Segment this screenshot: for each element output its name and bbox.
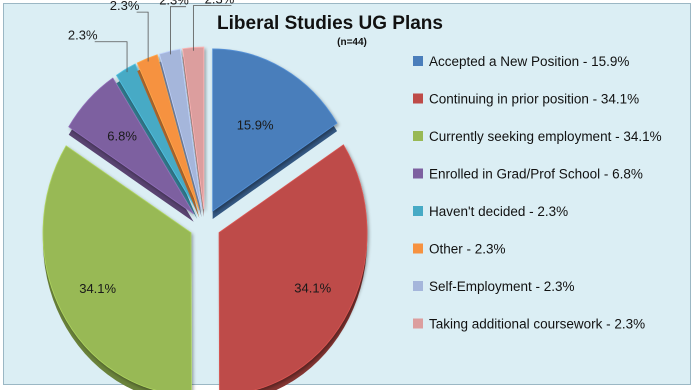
legend-swatch bbox=[413, 243, 423, 254]
legend-swatch bbox=[413, 206, 423, 216]
slice-label: 34.1% bbox=[294, 280, 331, 295]
chart-title: Liberal Studies UG Plans bbox=[217, 13, 443, 34]
legend-label: Continuing in prior position - 34.1% bbox=[429, 92, 639, 107]
pie-slice-depth bbox=[159, 57, 202, 218]
legend-label: Haven't decided - 2.3% bbox=[429, 204, 568, 219]
slice-leader-line bbox=[169, 6, 187, 55]
legend-swatch bbox=[413, 318, 423, 329]
slice-label: 2.3% bbox=[110, 0, 140, 13]
pie-slice bbox=[158, 48, 202, 210]
legend: Accepted a New Position - 15.9% Continuin… bbox=[413, 54, 662, 332]
pie-slice bbox=[212, 48, 338, 212]
legend-label: Enrolled in Grad/Prof School - 6.8% bbox=[429, 167, 643, 182]
pie-slice-depth bbox=[137, 62, 200, 219]
pie-slice bbox=[218, 144, 368, 390]
pie-slice bbox=[68, 77, 194, 215]
slice-leader-line bbox=[136, 11, 149, 62]
pie-slice bbox=[136, 54, 200, 211]
legend-swatch bbox=[413, 93, 423, 104]
slice-label: 6.8% bbox=[107, 128, 137, 143]
legend-label: Taking additional coursework - 2.3% bbox=[429, 317, 645, 332]
legend-swatch bbox=[413, 131, 423, 141]
slice-label: 2.3% bbox=[205, 0, 235, 7]
slice-label: 2.3% bbox=[68, 28, 98, 43]
slice-label: 34.1% bbox=[79, 281, 116, 296]
legend-swatch bbox=[413, 168, 423, 179]
legend-swatch bbox=[413, 56, 423, 66]
pie-slice bbox=[42, 145, 192, 390]
slice-label: 15.9% bbox=[237, 118, 274, 133]
slice-labels: 15.9% 34.1% 34.1% 6.8% 2.3% 2.3% 2.3% 2.3% bbox=[68, 0, 332, 296]
legend-swatch bbox=[413, 281, 423, 291]
legend-label: Self-Employment - 2.3% bbox=[429, 279, 575, 294]
legend-label: Currently seeking employment - 34.1% bbox=[429, 129, 662, 144]
legend-label: Accepted a New Position - 15.9% bbox=[429, 54, 629, 69]
pie-slices bbox=[42, 46, 368, 390]
slice-label: 2.3% bbox=[159, 0, 189, 8]
slice-leader-line bbox=[94, 41, 128, 73]
slice-leader-line bbox=[192, 5, 232, 51]
pie-slice bbox=[115, 63, 198, 212]
legend-label: Other - 2.3% bbox=[429, 242, 506, 257]
chart-subtitle: (n=44) bbox=[337, 37, 367, 48]
